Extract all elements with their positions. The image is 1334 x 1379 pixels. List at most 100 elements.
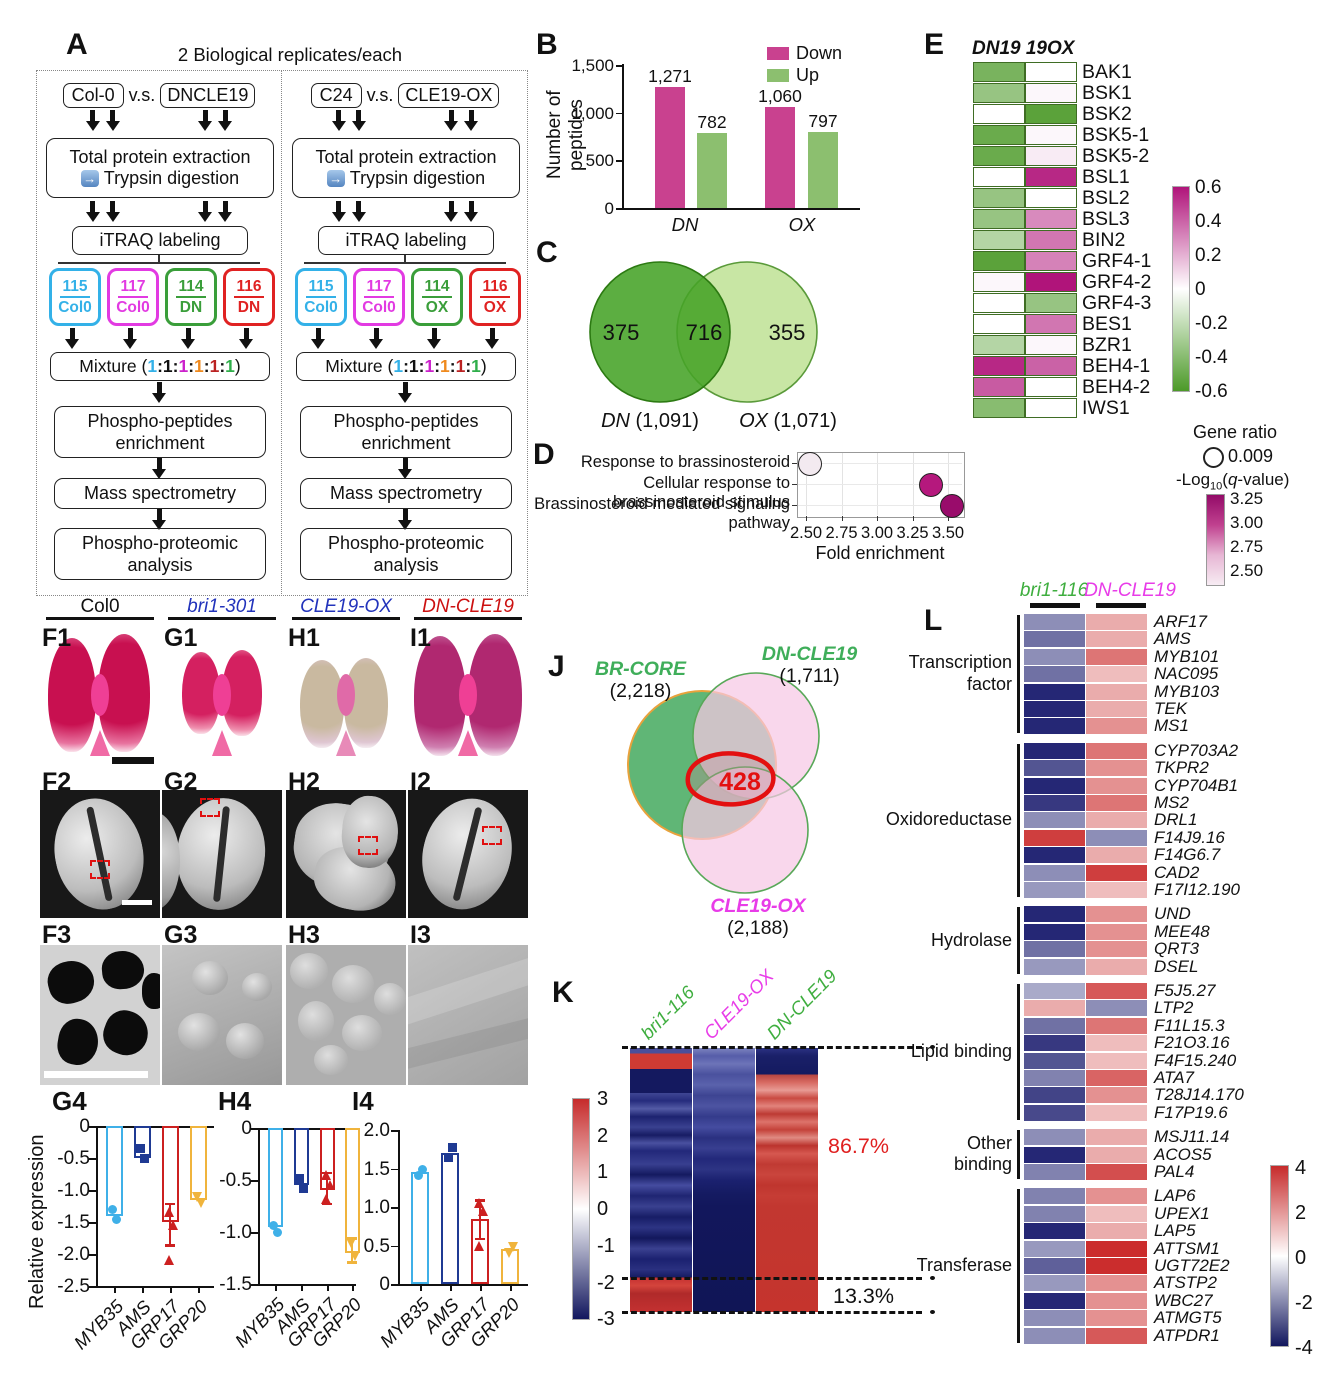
l-cell	[1024, 1000, 1085, 1017]
qpcr-xtick-mark	[198, 1286, 200, 1293]
down-arrow-icon	[398, 382, 412, 403]
qpcr-point-square	[444, 1152, 453, 1162]
b-legend-swatch	[767, 47, 789, 60]
l-cell	[1024, 683, 1085, 700]
down-arrow-icon	[427, 328, 441, 349]
e-cell	[1025, 251, 1077, 271]
d-gridline-h	[798, 484, 962, 485]
pollen-grain	[410, 790, 524, 918]
itraq-tag-sample: DN	[179, 299, 203, 317]
down-arrow-icon	[218, 201, 233, 222]
k-dashed-line-dot	[930, 1276, 935, 1280]
pollen-furrow	[86, 806, 113, 902]
b-ytick-mark	[616, 160, 622, 163]
itraq-tag-sample: Col0	[116, 299, 150, 317]
b-y-axis	[622, 64, 624, 209]
venn3-set-name: DN-CLE19	[761, 643, 858, 665]
mixture-ratio-digit: :	[449, 356, 456, 376]
l-gene-label: ARF17	[1154, 612, 1207, 631]
b-ytick-mark	[616, 112, 622, 115]
l-cell	[1086, 1087, 1147, 1104]
qpcr-point-triangle-down	[504, 1247, 514, 1258]
l-cell	[1024, 777, 1085, 794]
e-cell	[973, 188, 1025, 208]
qpcr-ytick-label: -2.5	[57, 1276, 90, 1297]
e-colorbar	[1172, 186, 1190, 392]
arrow-stem	[431, 328, 437, 339]
surface-granule	[226, 1023, 264, 1059]
l-cell	[1086, 1240, 1147, 1257]
anther-image	[408, 622, 528, 767]
e-cell	[973, 293, 1025, 313]
e-cell	[1025, 314, 1077, 334]
l-group-label-line: Lipid binding	[910, 1040, 1012, 1061]
e-gene-label: GRF4-2	[1082, 271, 1152, 293]
k-colorbar	[572, 1098, 590, 1320]
itraq-tag-number: 115	[62, 277, 88, 295]
itraq-box: iTRAQ labeling	[72, 226, 248, 255]
down-arrow-icon	[311, 328, 325, 349]
extraction-line2-text: Trypsin digestion	[103, 168, 240, 188]
anther-image	[40, 622, 160, 767]
arrow-stem	[373, 328, 379, 339]
mixture-ratio-digit: 1	[424, 356, 435, 376]
l-gene-label: T28J14.170	[1154, 1085, 1244, 1105]
qpcr-bar	[267, 1128, 283, 1227]
qpcr-ytick-mark	[391, 1130, 398, 1132]
arrow-head	[85, 121, 100, 131]
b-ytick-mark	[616, 208, 622, 210]
itraq-tag-rule	[364, 295, 394, 299]
mixture-prefix: Mixture (	[79, 356, 148, 376]
fi-row1-panel-label: F1	[42, 624, 72, 652]
itraq-tag-number: 114	[424, 277, 450, 295]
down-arrow-icon	[331, 110, 346, 131]
qpcr-x-axis	[398, 1284, 528, 1286]
extraction-line1: Total protein extraction	[315, 147, 497, 167]
sem-closeup-image	[40, 945, 160, 1085]
e-gene-label: BIN2	[1082, 229, 1126, 251]
fi-column-header: CLE19-OX	[300, 596, 392, 617]
qpcr-point-circle	[414, 1170, 423, 1180]
l-gene-label: F17P19.6	[1154, 1102, 1228, 1122]
d-dot	[939, 494, 964, 518]
f2-scale-bar	[122, 900, 152, 905]
l-cell	[1024, 847, 1085, 864]
itraq-tag-number: 117	[120, 277, 146, 295]
qpcr-xtick-mark	[327, 1284, 329, 1291]
down-arrow-icon	[398, 509, 412, 530]
sem-pollen-image	[40, 790, 160, 918]
qpcr-point-triangle-down	[508, 1241, 518, 1252]
qpcr-ytick-label: -1.0	[57, 1180, 90, 1201]
venn3-svg	[627, 672, 820, 894]
qpcr-ytick-mark	[89, 1222, 96, 1224]
e-cell	[973, 272, 1025, 292]
l-cell	[1024, 1188, 1085, 1205]
venn3-set-name: BR-CORE	[595, 658, 686, 680]
qpcr-point-square	[136, 1144, 145, 1154]
mixture-prefix: Mixture (	[325, 356, 394, 376]
e-cell	[973, 356, 1025, 376]
arrow-stem	[222, 110, 228, 121]
itraq-tag-rule	[234, 295, 264, 299]
qpcr-y-axis	[258, 1128, 260, 1284]
itraq-tag-number: 117	[366, 277, 392, 295]
e-gene-label: IWS1	[1082, 397, 1130, 419]
exine-lacuna-blob	[100, 949, 146, 991]
l-gene-label: DRL1	[1154, 810, 1198, 830]
qpcr-chart-label: I4	[352, 1086, 374, 1116]
l-cell	[1086, 1292, 1147, 1309]
panel-d-label: D	[533, 438, 555, 471]
panel-j-label: J	[548, 650, 565, 683]
d-xtick-label: 3.50	[931, 524, 965, 542]
anther-image	[286, 622, 406, 767]
l-cell	[1086, 683, 1147, 700]
arrow-stem	[468, 201, 474, 212]
qpcr-bar	[344, 1128, 360, 1253]
l-cell	[1086, 941, 1147, 958]
venn-overlap-count: 716	[685, 320, 723, 345]
l-cell	[1024, 1129, 1085, 1146]
panel-a-label: A	[66, 28, 88, 61]
fi-row2-panel-label: G2	[164, 768, 198, 796]
l-cell	[1024, 718, 1085, 735]
